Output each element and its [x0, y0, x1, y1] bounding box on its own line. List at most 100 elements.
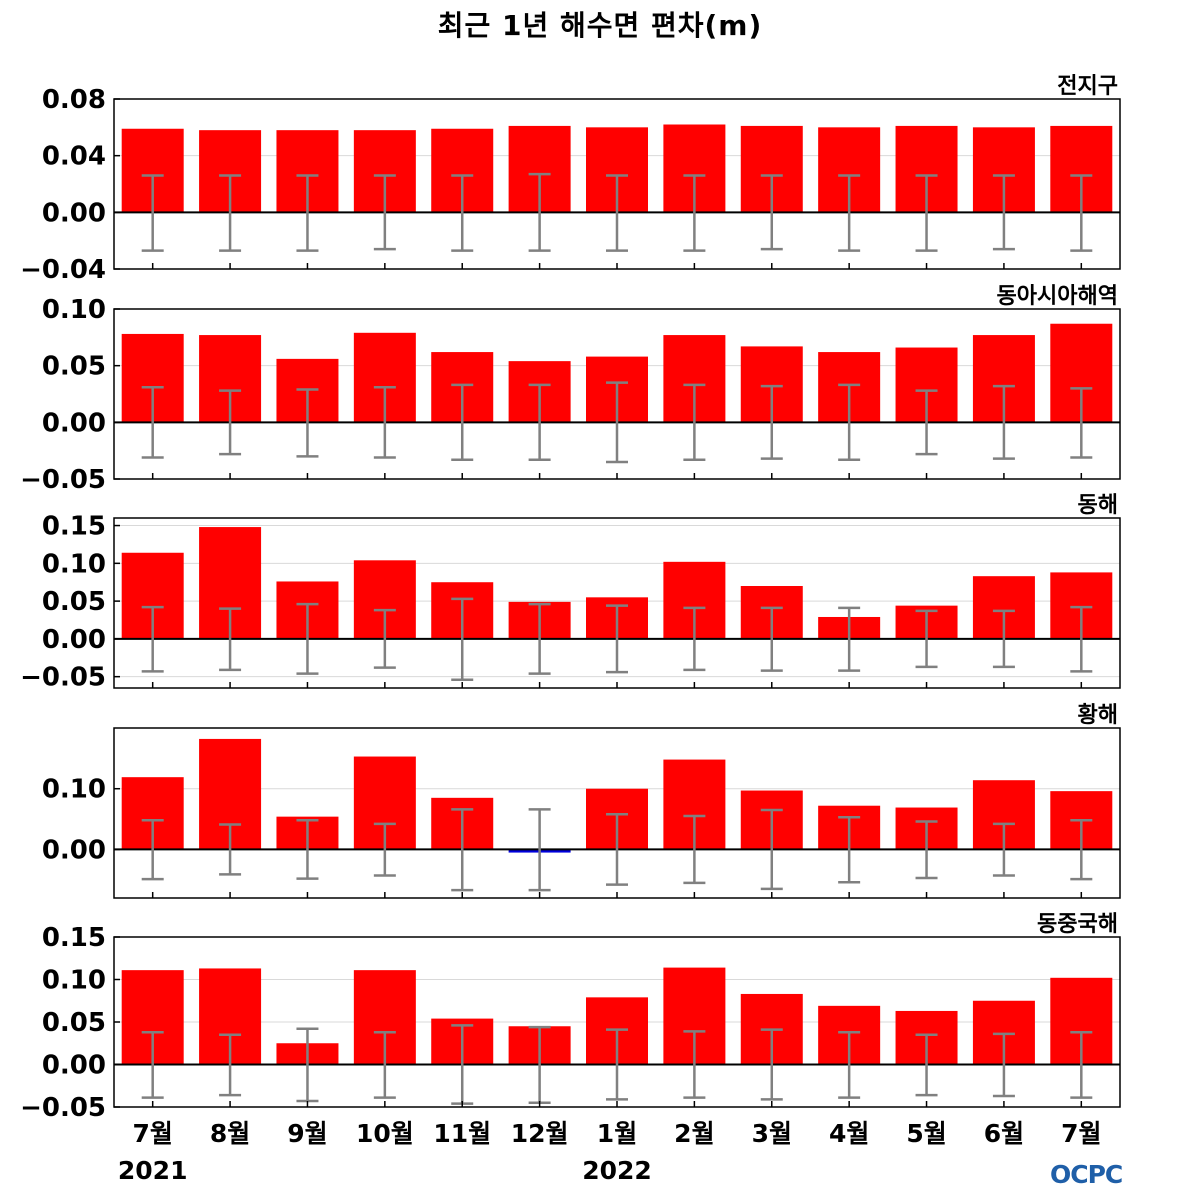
y-tick-label: 0.15: [42, 512, 106, 542]
error-bar: [992, 174, 1015, 251]
error-bar: [992, 1032, 1015, 1098]
error-bar: [838, 606, 861, 672]
error-bar: [915, 1033, 938, 1097]
error-bar: [296, 819, 319, 880]
x-tick-label: 12월: [511, 1119, 569, 1148]
error-bar: [451, 597, 474, 681]
error-bar: [296, 602, 319, 675]
y-tick-label: 0.10: [42, 549, 106, 579]
x-tick-label: 7월: [1061, 1119, 1101, 1148]
y-tick-label: −0.04: [20, 255, 106, 285]
y-tick-label: 0.00: [42, 198, 106, 228]
error-bar: [141, 819, 164, 881]
error-bar: [606, 381, 628, 464]
error-bar: [451, 174, 474, 252]
y-tick-label: 0.05: [42, 587, 106, 617]
error-bar: [683, 383, 706, 461]
x-tick-label: 9월: [287, 1119, 327, 1148]
error-bar: [141, 174, 164, 252]
error-bar: [219, 607, 242, 672]
panel-0: −0.04 0.00 0.04 0.08 전지구: [20, 74, 1121, 285]
x-tick-label: 7월: [132, 1119, 172, 1148]
panel-1: −0.05 0.00 0.05 0.10 동아시아해역: [20, 284, 1121, 495]
error-bar: [838, 174, 861, 252]
x-tick-label: 3월: [752, 1119, 792, 1148]
error-bar: [992, 822, 1015, 877]
x-tick-label: 11월: [433, 1119, 491, 1148]
y-tick-label: 0.10: [42, 295, 106, 325]
y-tick-label: 0.08: [42, 85, 106, 115]
y-tick-label: 0.00: [42, 625, 106, 655]
error-bar: [528, 808, 551, 892]
error-bar: [915, 174, 938, 252]
error-bar: [606, 174, 628, 252]
error-bar: [760, 808, 783, 891]
error-bar: [219, 174, 242, 252]
error-bar: [915, 389, 938, 456]
y-tick-label: −0.05: [20, 465, 106, 495]
error-bar: [1070, 387, 1093, 459]
y-tick-label: 0.04: [42, 142, 106, 172]
year-label: 2021: [118, 1156, 188, 1185]
error-bar: [373, 822, 396, 877]
x-tick-label: 10월: [356, 1119, 414, 1148]
chart-title: 최근 1년 해수면 편차(m): [437, 9, 763, 42]
y-tick-label: 0.15: [42, 923, 106, 953]
x-tick-label: 8월: [210, 1119, 250, 1148]
panel-2: −0.05 0.00 0.05 0.10 0.15 동해: [20, 493, 1121, 693]
error-bar: [683, 814, 706, 885]
panel-title: 동중국해: [1037, 912, 1118, 937]
error-bar: [606, 604, 628, 674]
error-bar: [373, 385, 396, 459]
panel-title: 황해: [1078, 703, 1118, 728]
error-bar: [296, 388, 319, 458]
y-tick-label: 0.10: [42, 966, 106, 996]
error-bar: [760, 174, 783, 251]
error-bar: [219, 389, 242, 456]
y-tick-label: 0.05: [42, 1008, 106, 1038]
error-bar: [141, 385, 164, 459]
error-bar: [1070, 819, 1093, 881]
error-bar: [760, 384, 783, 460]
error-bar: [683, 174, 706, 252]
error-bar: [760, 1028, 783, 1101]
x-tick-label: 2월: [674, 1119, 714, 1148]
x-tick-label: 4월: [829, 1119, 869, 1148]
error-bar: [528, 383, 551, 461]
error-bar: [296, 174, 319, 252]
panel-title: 전지구: [1057, 74, 1118, 99]
error-bar: [219, 1033, 242, 1097]
x-tick-label: 6월: [984, 1119, 1024, 1148]
error-bar: [141, 1030, 164, 1099]
error-bar: [528, 602, 551, 675]
error-bar: [373, 1030, 396, 1099]
error-bar: [451, 808, 474, 892]
error-bar: [915, 820, 938, 880]
x-tick-label: 5월: [906, 1119, 946, 1148]
error-bar: [451, 383, 474, 461]
year-label: 2022: [582, 1156, 652, 1185]
y-tick-label: 0.00: [42, 1051, 106, 1081]
error-bar: [606, 812, 628, 886]
error-bar: [683, 1030, 706, 1099]
error-bar: [683, 606, 706, 672]
error-bar: [838, 1030, 861, 1099]
error-bar: [1070, 605, 1093, 673]
y-tick-label: −0.05: [20, 1093, 106, 1123]
error-bar: [838, 816, 861, 884]
y-tick-label: 0.00: [42, 408, 106, 438]
error-bar: [838, 383, 861, 461]
error-bar: [141, 605, 164, 673]
error-bar: [373, 608, 396, 669]
y-tick-label: 0.00: [42, 835, 106, 865]
error-bar: [915, 609, 938, 669]
error-bar: [373, 174, 396, 251]
panel-4: −0.05 0.00 0.05 0.10 0.15 동중국해: [20, 912, 1121, 1123]
error-bar: [606, 1028, 628, 1101]
error-bar: [992, 384, 1015, 460]
x-tick-label: 1월: [597, 1119, 637, 1148]
panel-title: 동해: [1078, 493, 1118, 518]
panel-3: 0.00 0.10 황해: [42, 703, 1121, 899]
